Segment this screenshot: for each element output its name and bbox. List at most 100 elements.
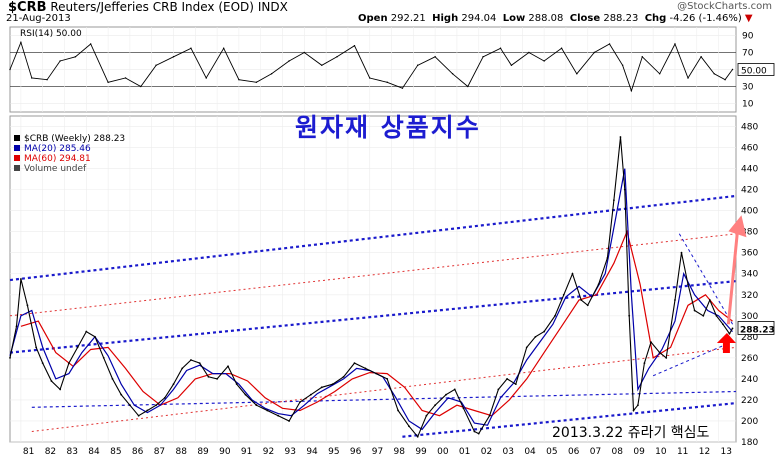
price-point [342, 375, 345, 378]
price-point [227, 365, 229, 368]
price-point [722, 323, 724, 326]
price-tick-label: 280 [741, 333, 758, 343]
price-point [331, 383, 334, 386]
ohlc-readout: Open 292.21 High 294.04 Low 288.08 Close… [358, 13, 753, 24]
rsi-legend: RSI(14) 50.00 [20, 29, 82, 39]
rsi-point [107, 81, 109, 83]
rsi-point [674, 43, 676, 45]
price-point [94, 335, 96, 338]
price-point [525, 346, 528, 349]
rsi-point [434, 56, 436, 58]
price-tick-label: 340 [741, 270, 758, 280]
rsi-point [510, 64, 513, 66]
price-point [425, 414, 428, 417]
price-point [85, 330, 88, 333]
low-value: 288.08 [528, 13, 564, 24]
price-point [216, 378, 219, 380]
x-tick-label: 93 [285, 447, 296, 457]
x-tick-label: 91 [241, 447, 252, 457]
price-point [613, 199, 615, 202]
chg-value: -4.26 (-1.46%) [669, 13, 742, 24]
last-price-box [737, 321, 775, 335]
price-point [597, 283, 600, 286]
x-tick-label: 05 [546, 447, 557, 457]
price-point [353, 362, 356, 365]
rsi-point [641, 56, 643, 58]
price-tick-label: 200 [741, 417, 758, 427]
price-point [728, 332, 731, 335]
x-tick-label: 97 [372, 447, 383, 457]
price-point [445, 393, 447, 396]
price-point [619, 136, 622, 138]
price-point [506, 378, 508, 380]
price-point [102, 356, 105, 359]
x-tick-label: 81 [23, 447, 34, 457]
chg-label: Chg [644, 13, 667, 24]
price-point [299, 401, 301, 403]
price-point [693, 309, 696, 312]
rsi-point [731, 68, 734, 71]
rsi-point [172, 56, 175, 58]
rsi-point [255, 81, 258, 83]
chart-date: 21-Aug-2013 [6, 13, 71, 24]
price-point [190, 359, 192, 361]
price-tick-label: 400 [741, 207, 758, 217]
x-tick-label: 13 [721, 447, 732, 457]
price-point [462, 407, 465, 410]
price-point [687, 283, 689, 286]
price-point [76, 346, 79, 349]
price-point [628, 314, 631, 317]
price-tick-label: 180 [741, 438, 758, 448]
price-tick-label: 220 [741, 396, 758, 406]
x-tick-label: 11 [677, 447, 688, 457]
price-point [665, 356, 668, 359]
rsi-point [451, 73, 454, 75]
rsi-point [724, 79, 726, 81]
price-point [207, 375, 210, 378]
price-point [41, 362, 44, 365]
price-point [416, 435, 419, 438]
red-up-arrow-icon [716, 333, 736, 354]
price-point [650, 341, 652, 343]
x-tick-label: 08 [612, 447, 624, 457]
price-point [155, 404, 157, 407]
annotation-title: 원자재 상품지수 [295, 113, 481, 142]
legend-ma20-text: MA(20) 285.46 [24, 144, 91, 154]
price-point [163, 396, 166, 399]
price-tick-label: 300 [741, 312, 758, 322]
x-tick-label: 92 [263, 447, 274, 457]
price-point [562, 293, 565, 296]
price-point [586, 304, 589, 307]
price-point [235, 383, 238, 386]
price-point [708, 299, 711, 301]
channel-upper-line [9, 194, 737, 282]
x-tick-label: 12 [699, 447, 710, 457]
price-tick-label: 260 [741, 354, 758, 364]
rsi-point [713, 73, 715, 75]
price-point [514, 383, 517, 386]
price-point [120, 393, 123, 396]
rsi-point [687, 77, 689, 79]
rsi-tick-label: 10 [742, 100, 754, 110]
high-label: High [432, 13, 459, 24]
watermark: @StockCharts.com [677, 1, 772, 12]
exchange: INDX [257, 0, 288, 14]
channel-red-lower-line [31, 346, 737, 432]
open-label: Open [358, 13, 388, 24]
x-tick-label: 85 [110, 447, 121, 457]
x-tick-label: 88 [176, 447, 188, 457]
price-tick-label: 380 [741, 228, 758, 238]
rsi-point [140, 85, 142, 88]
rsi-point [205, 77, 207, 79]
rsi-point [576, 73, 578, 75]
price-point [434, 404, 437, 407]
rsi-point [124, 77, 127, 79]
price-point [408, 425, 410, 428]
x-tick-label: 90 [219, 447, 231, 457]
channel-middle-line [9, 280, 737, 354]
price-point [643, 362, 646, 365]
rsi-tick-label: 70 [742, 49, 754, 59]
high-value: 294.04 [461, 13, 497, 24]
price-point [137, 414, 140, 417]
